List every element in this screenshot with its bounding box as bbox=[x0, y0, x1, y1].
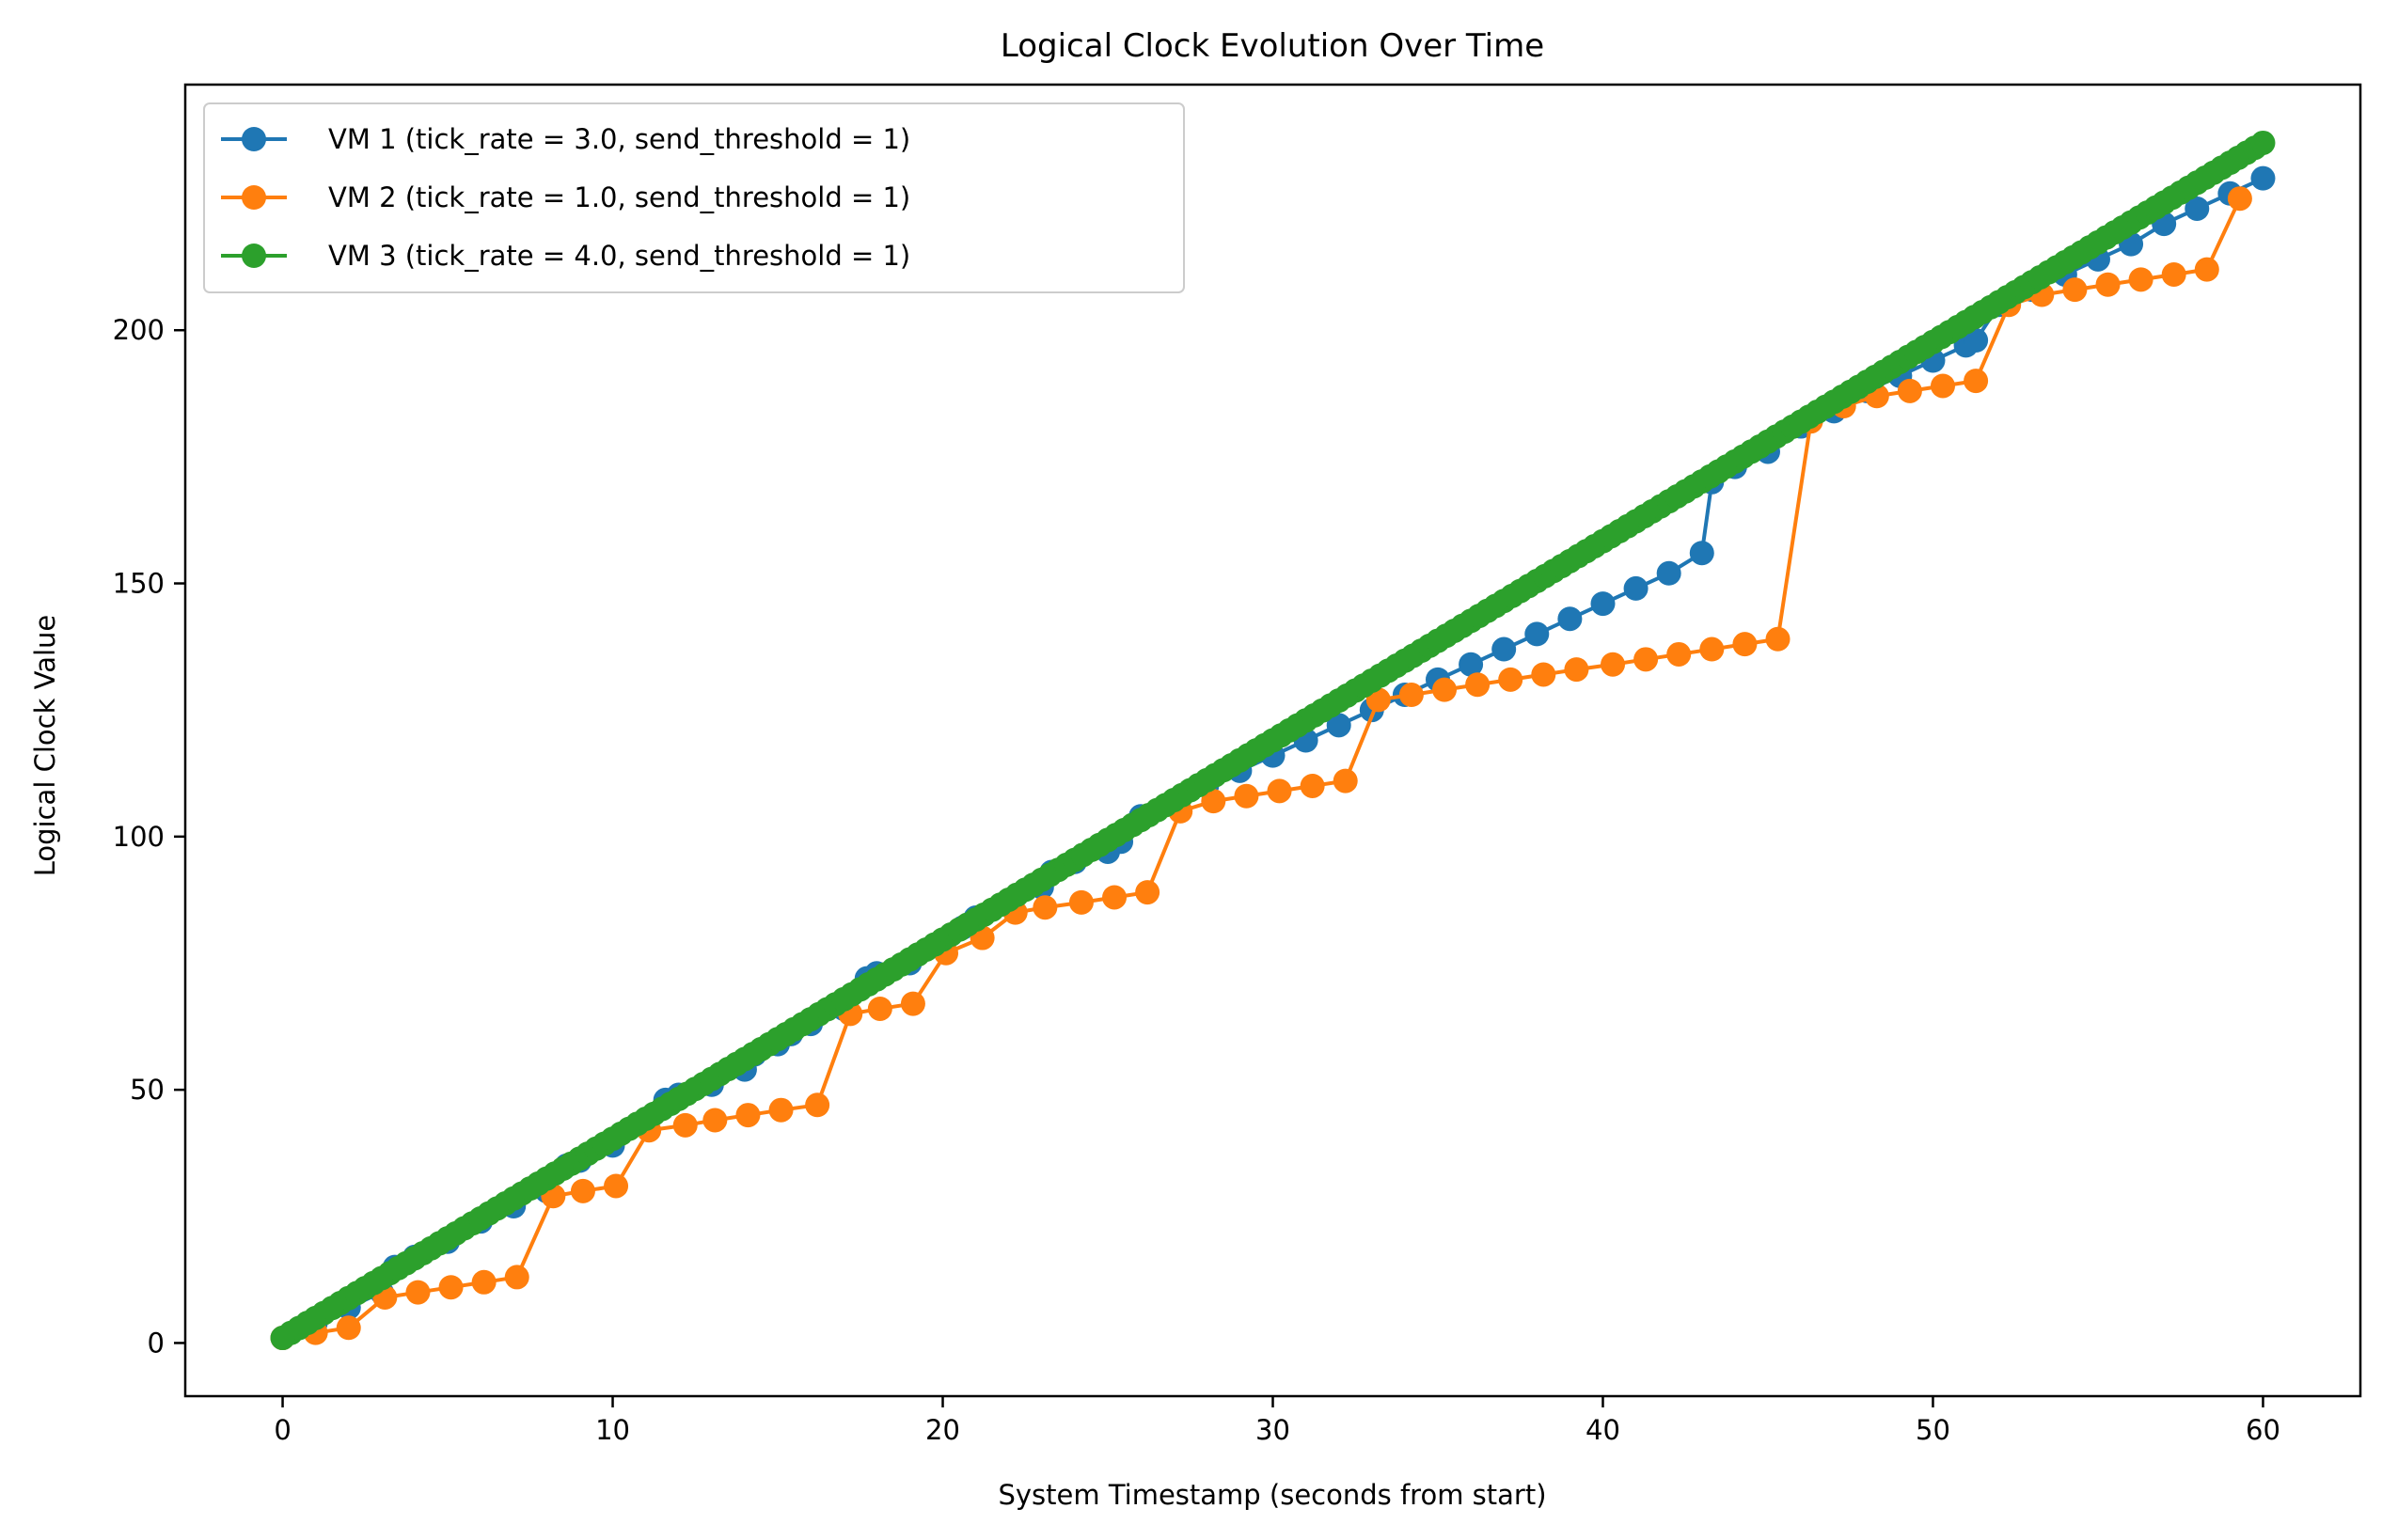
data-point bbox=[805, 1092, 830, 1118]
data-point bbox=[1432, 677, 1458, 702]
data-point bbox=[1964, 328, 1989, 353]
data-point bbox=[1135, 880, 1160, 905]
series-vm-3 bbox=[270, 130, 2276, 1351]
data-point bbox=[2250, 165, 2276, 191]
data-point bbox=[2062, 277, 2088, 303]
legend-item-vm-2: VM 2 (tick_rate = 1.0, send_threshold = … bbox=[221, 181, 910, 213]
x-tick-label: 60 bbox=[2246, 1414, 2280, 1446]
data-point bbox=[1267, 778, 1292, 804]
data-point bbox=[2250, 130, 2276, 155]
x-axis-label: System Timestamp (seconds from start) bbox=[998, 1479, 1546, 1511]
data-point bbox=[1666, 641, 1692, 667]
data-point bbox=[438, 1275, 464, 1300]
data-point bbox=[1459, 652, 1484, 677]
data-point bbox=[1964, 369, 1989, 394]
data-point bbox=[1601, 652, 1626, 677]
data-point bbox=[1557, 606, 1583, 632]
data-point bbox=[471, 1269, 497, 1295]
data-point bbox=[1300, 773, 1325, 798]
legend-label: VM 3 (tick_rate = 4.0, send_threshold = … bbox=[328, 240, 910, 272]
data-point bbox=[1897, 378, 1922, 403]
y-axis-label: Logical Clock Value bbox=[29, 615, 61, 877]
data-point bbox=[1491, 636, 1517, 662]
data-point bbox=[1633, 647, 1659, 672]
data-point bbox=[604, 1173, 629, 1199]
data-point bbox=[1068, 889, 1094, 915]
legend-item-vm-1: VM 1 (tick_rate = 3.0, send_threshold = … bbox=[221, 123, 910, 155]
data-point bbox=[504, 1265, 529, 1290]
y-tick-label: 100 bbox=[113, 821, 165, 853]
plot-area bbox=[270, 130, 2276, 1351]
data-point bbox=[2128, 267, 2153, 292]
data-point bbox=[336, 1315, 361, 1341]
legend: VM 1 (tick_rate = 3.0, send_threshold = … bbox=[203, 102, 1185, 293]
data-point bbox=[1465, 672, 1491, 698]
x-tick-label: 10 bbox=[595, 1414, 630, 1446]
legend-marker bbox=[242, 127, 266, 151]
x-tick-label: 0 bbox=[274, 1414, 291, 1446]
axes: 0 10 20 30 40 50 60 0 50 100 150 200 bbox=[113, 83, 2362, 1446]
y-tick-label: 50 bbox=[130, 1074, 165, 1106]
data-point bbox=[672, 1112, 698, 1138]
data-point bbox=[1326, 713, 1351, 738]
data-point bbox=[1102, 885, 1128, 910]
y-tick-label: 0 bbox=[148, 1327, 165, 1359]
data-point bbox=[1333, 768, 1358, 794]
data-point bbox=[702, 1108, 728, 1133]
data-point bbox=[768, 1097, 794, 1123]
y-tick-label: 200 bbox=[113, 314, 165, 346]
legend-label: VM 1 (tick_rate = 3.0, send_threshold = … bbox=[328, 123, 910, 155]
data-point bbox=[1765, 626, 1791, 652]
data-point bbox=[867, 996, 892, 1021]
series-group bbox=[270, 130, 2276, 1351]
data-point bbox=[1398, 683, 1424, 708]
x-tick-label: 20 bbox=[925, 1414, 960, 1446]
data-point bbox=[1498, 667, 1523, 692]
data-point bbox=[2095, 272, 2121, 297]
data-point bbox=[2161, 261, 2186, 287]
data-point bbox=[1234, 783, 1259, 809]
data-point bbox=[570, 1178, 595, 1203]
data-point bbox=[1732, 632, 1758, 657]
y-tick-label: 150 bbox=[113, 568, 165, 600]
legend-marker bbox=[242, 244, 266, 268]
data-point bbox=[1689, 541, 1714, 566]
data-point bbox=[1201, 789, 1226, 814]
x-tick-label: 40 bbox=[1586, 1414, 1620, 1446]
data-point bbox=[1531, 662, 1556, 687]
legend-label: VM 2 (tick_rate = 1.0, send_threshold = … bbox=[328, 181, 910, 213]
legend-box bbox=[203, 102, 1185, 293]
data-point bbox=[1590, 591, 1616, 617]
data-point bbox=[900, 991, 925, 1016]
data-point bbox=[2185, 196, 2210, 221]
data-point bbox=[1656, 560, 1681, 586]
legend-marker bbox=[242, 185, 266, 210]
data-point bbox=[1699, 636, 1725, 662]
data-point bbox=[1524, 621, 1550, 647]
x-tick-label: 30 bbox=[1255, 1414, 1290, 1446]
data-point bbox=[1564, 657, 1589, 683]
data-point bbox=[1931, 373, 1955, 399]
data-point bbox=[1623, 575, 1649, 601]
data-point bbox=[405, 1280, 431, 1305]
chart-title: Logical Clock Evolution Over Time bbox=[1001, 27, 1544, 65]
legend-item-vm-3: VM 3 (tick_rate = 4.0, send_threshold = … bbox=[221, 240, 910, 272]
data-point bbox=[735, 1103, 761, 1128]
data-point bbox=[2227, 186, 2252, 212]
data-point bbox=[2194, 257, 2219, 282]
x-tick-label: 50 bbox=[1916, 1414, 1950, 1446]
data-point bbox=[1033, 895, 1058, 920]
